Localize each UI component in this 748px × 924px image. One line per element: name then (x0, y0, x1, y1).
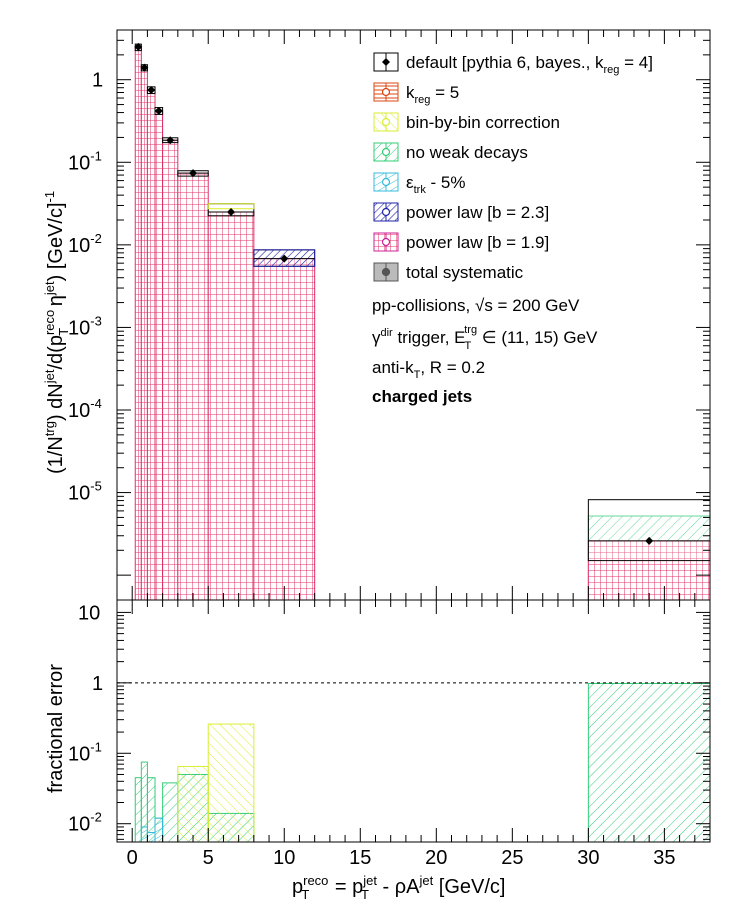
legend-label: default [pythia 6, bayes., kreg = 4] (406, 53, 653, 76)
top-y-axis-title: (1/Ntrg) dNjet/d(precoT ηjet) [GeV/c]-1 (42, 191, 71, 474)
top-y-tick-label: 10-2 (68, 231, 102, 257)
legend-label: bin-by-bin correction (406, 113, 560, 132)
legend-marker (381, 177, 391, 187)
top-bin-fill (177, 172, 209, 601)
top-panel: 1 10-1 10-2 10-3 10-4 10-5 (68, 29, 711, 601)
bottom-y-tick-label: 10-2 (68, 810, 102, 836)
top-bin-fill (134, 46, 142, 601)
top-x-ticks (131, 30, 696, 600)
data-point (154, 106, 163, 115)
x-tick-label: 0 (127, 847, 138, 869)
top-bin-fill (253, 258, 316, 601)
note-charged-jets: charged jets (372, 387, 472, 406)
x-tick-label: 10 (273, 847, 295, 869)
legend-marker (381, 207, 391, 217)
fractional-error-bin (207, 723, 255, 843)
syst-band (587, 499, 711, 562)
top-y-tick-label: 10-1 (68, 148, 102, 174)
data-point (147, 86, 156, 95)
legend-label: total systematic (406, 263, 524, 282)
x-tick-label: 25 (501, 847, 523, 869)
top-bin-fill (207, 211, 255, 601)
bottom-y-tick-label: 1 (92, 673, 103, 695)
top-y-tick-label: 10-4 (68, 396, 102, 422)
bottom-y-axis-title: fractional error (45, 664, 67, 793)
data-point (227, 207, 236, 216)
x-tick-label: 5 (203, 847, 214, 869)
legend-label: power law [b = 1.9] (406, 233, 549, 252)
legend-label: kreg = 5 (406, 83, 459, 106)
legend-marker (381, 147, 391, 157)
bottom-panel: 10 1 10-1 10-2 0 5 10 15 20 25 30 35 (68, 599, 711, 869)
bottom-frame (116, 599, 711, 843)
top-bin-fill (140, 67, 148, 601)
top-y-tick-label: 1 (92, 70, 103, 92)
legend-marker (382, 58, 390, 66)
fractional-error-bin (154, 817, 164, 843)
top-points (134, 42, 710, 545)
fractional-error-bin (146, 832, 156, 843)
data-point (280, 254, 289, 263)
x-tick-label: 35 (653, 847, 675, 869)
legend-entry-kreg5: kreg = 5 (373, 82, 459, 106)
bottom-y-tick-label: 10-1 (68, 739, 102, 765)
bottom-y-tick-label: 10 (78, 602, 100, 624)
legend-marker (381, 267, 391, 277)
fractional-error-bin (587, 682, 711, 843)
legend: default [pythia 6, bayes., kreg = 4] kreg… (373, 52, 653, 282)
fractional-error-bin (162, 782, 179, 843)
legend-label: εtrk - 5% (406, 173, 466, 196)
legend-marker (381, 117, 391, 127)
top-bin-fill (154, 110, 164, 601)
legend-entry-binbybin: bin-by-bin correction (373, 112, 560, 132)
legend-entry-pl23: power law [b = 2.3] (373, 202, 549, 222)
note-collisions: pp-collisions, √s = 200 GeV (372, 296, 580, 315)
data-point (134, 42, 143, 51)
top-y-tick-label: 10-3 (68, 313, 102, 339)
legend-label: power law [b = 2.3] (406, 203, 549, 222)
legend-label: no weak decays (406, 143, 528, 162)
bottom-x-axis: 0 5 10 15 20 25 30 35 (127, 600, 696, 869)
data-point (645, 536, 654, 545)
bottom-bands (134, 682, 711, 843)
data-point (166, 136, 175, 145)
legend-entry-total: total systematic (373, 262, 524, 282)
note-jet-algorithm: anti-kT, R = 0.2 (372, 358, 485, 381)
top-y-axis: 1 10-1 10-2 10-3 10-4 10-5 (68, 29, 710, 576)
legend-entry-etrk: εtrk - 5% (373, 172, 466, 196)
x-tick-label: 20 (425, 847, 447, 869)
top-bin-fill (146, 89, 156, 601)
legend-entry-default: default [pythia 6, bayes., kreg = 4] (373, 52, 653, 76)
legend-marker (381, 87, 391, 97)
fractional-error-bin (134, 777, 142, 843)
x-axis-title: preco T = pjet T - ρAjet [GeV/c] (292, 873, 505, 902)
data-point (140, 63, 149, 72)
notes: pp-collisions, √s = 200 GeV γdir trigger… (372, 296, 598, 406)
x-tick-label: 15 (349, 847, 371, 869)
legend-entry-noweak: no weak decays (373, 142, 528, 162)
top-bin-fill (162, 139, 179, 601)
fractional-error-bin (177, 765, 209, 843)
x-tick-label: 30 (577, 847, 599, 869)
top-y-tick-label: 10-5 (68, 479, 102, 505)
legend-marker (381, 237, 391, 247)
note-trigger: γdir trigger, ETtrg ∈ (11, 15) GeV (372, 324, 598, 352)
data-point (189, 169, 198, 178)
legend-entry-pl19: power law [b = 1.9] (373, 232, 549, 252)
fractional-error-bin (140, 826, 148, 843)
bottom-y-axis: 10 1 10-1 10-2 (68, 602, 710, 840)
